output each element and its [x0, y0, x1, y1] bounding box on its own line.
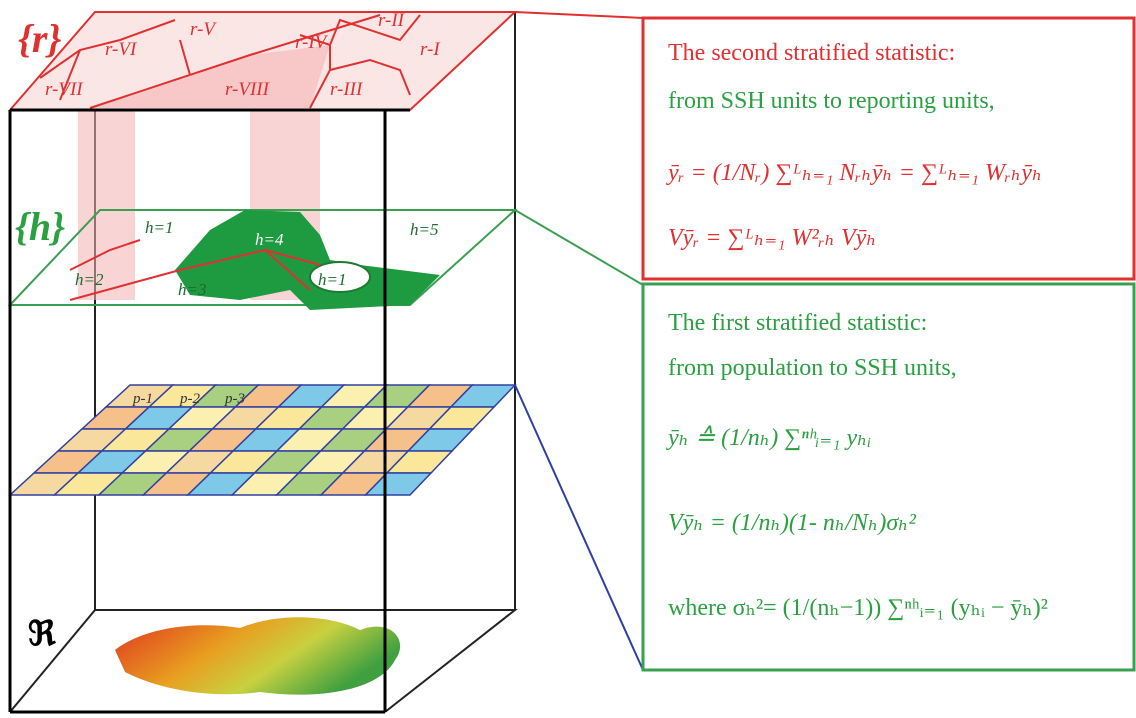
- stratum-borders: [69, 239, 321, 301]
- region-label: r-V: [190, 19, 217, 40]
- formula: Vȳₕ = (1/nₕ)(1- nₕ/Nₕ)σₕ²: [668, 510, 917, 536]
- pixel-label: p-2: [179, 391, 200, 407]
- region-borders: [39, 14, 421, 109]
- formula: ȳᵣ = (1/Nᵣ) ∑ᴸₕ₌₁ Nᵣₕȳₕ = ∑ᴸₕ₌₁ Wᵣₕȳₕ: [666, 160, 1042, 186]
- formula: where σₕ²= (1/(nₕ−1)) ∑ⁿʰᵢ₌₁ (yₕᵢ − ȳₕ)²: [668, 595, 1048, 621]
- stratum-4: [175, 210, 440, 310]
- region-label: r-VII: [45, 79, 84, 100]
- stratum-label: h=4: [255, 230, 284, 249]
- prism-front: [8, 108, 410, 714]
- region-label: r-IV: [295, 32, 329, 53]
- region-label: r-II: [378, 10, 406, 31]
- stratum-label: h=2: [75, 270, 104, 289]
- stratum-label: h=1: [318, 270, 346, 289]
- connector: [514, 11, 644, 19]
- connector: [514, 384, 644, 671]
- first-box: [641, 282, 1136, 672]
- set-label: {r}: [18, 16, 61, 61]
- pixel-grid: [8, 384, 517, 496]
- set-label: ℜ: [28, 616, 57, 653]
- box-line: from population to SSH units,: [668, 355, 957, 381]
- region-viii: [90, 45, 330, 108]
- box-line: The first stratified statistic:: [668, 310, 927, 336]
- second-box: [641, 16, 1136, 281]
- set-label: {h}: [15, 204, 65, 249]
- region-label: r-VI: [105, 39, 138, 60]
- pixel-label: p-3: [224, 391, 245, 407]
- stratum-ellipse: [309, 261, 371, 293]
- region-label: r-III: [330, 79, 364, 100]
- stratum-label: h=5: [410, 220, 438, 239]
- region-label: r-VIII: [225, 79, 271, 100]
- region-label: r-I: [420, 39, 441, 60]
- box-line: from SSH units to reporting units,: [668, 88, 995, 114]
- stratum-label: h=1: [145, 218, 173, 237]
- box-line: The second stratified statistic:: [668, 40, 955, 66]
- pixel-label: p-1: [132, 391, 153, 407]
- formula: Vȳᵣ = ∑ᴸₕ₌₁ W²ᵣₕ Vȳₕ: [668, 225, 877, 251]
- connector: [514, 209, 644, 286]
- formula: ȳₕ ≙ (1/nₕ) ∑ⁿʰᵢ₌₁ yₕᵢ: [666, 425, 871, 451]
- population-map: [115, 617, 401, 695]
- pixel-cell: [363, 472, 433, 496]
- stratum-label: h=3: [178, 280, 206, 299]
